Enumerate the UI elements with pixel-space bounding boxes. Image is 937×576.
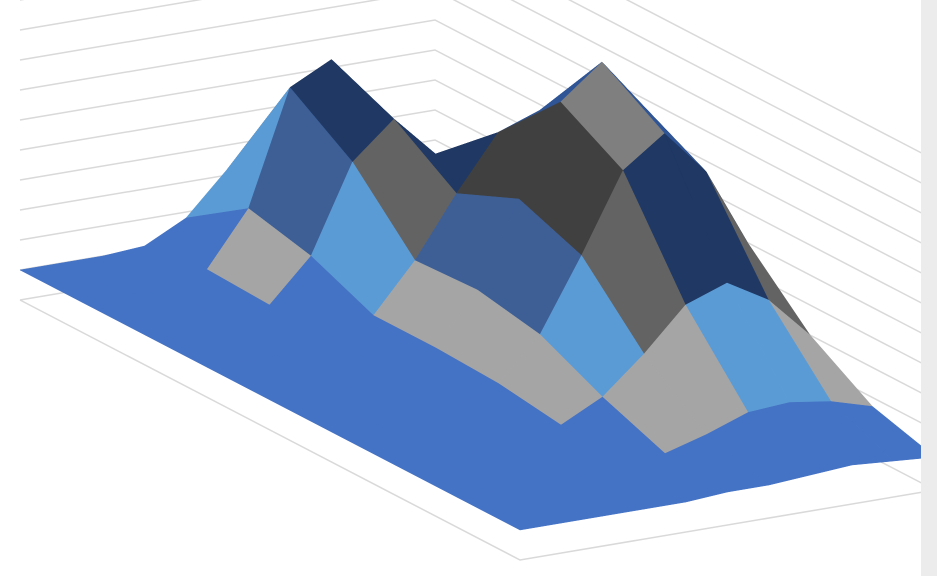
grid-line xyxy=(19,19,936,281)
grid-line xyxy=(19,0,936,251)
grid-line xyxy=(19,0,936,221)
floor-edge xyxy=(19,299,936,561)
side-panel xyxy=(921,0,937,576)
grid-line xyxy=(19,49,936,311)
surface-cell xyxy=(457,490,562,531)
grid-line xyxy=(19,79,936,341)
grid-line xyxy=(625,0,936,161)
grid-line xyxy=(20,0,936,191)
